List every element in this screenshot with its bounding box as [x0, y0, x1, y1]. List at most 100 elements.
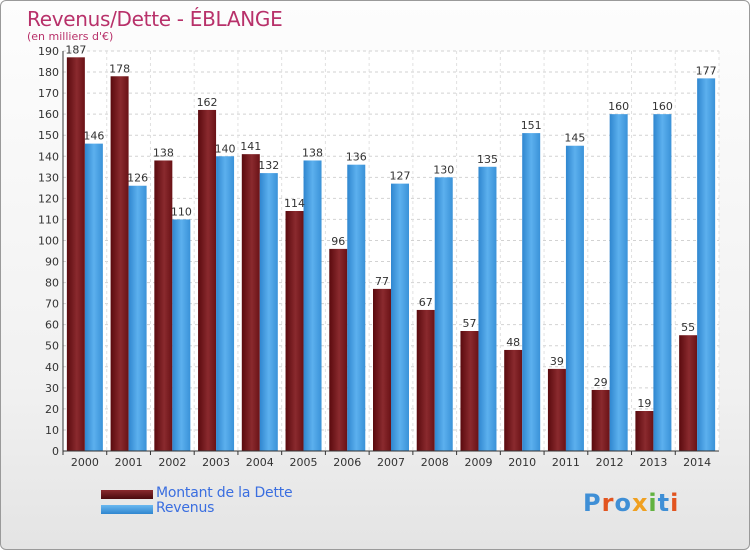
bar-revenue [609, 114, 628, 451]
bar-debt [66, 57, 85, 451]
data-label: 136 [346, 151, 367, 164]
data-label: 141 [240, 140, 261, 153]
data-label: 39 [550, 355, 564, 368]
logo-letter: r [601, 489, 615, 517]
bar-debt [241, 154, 260, 451]
data-label: 96 [331, 235, 345, 248]
bar-debt [416, 309, 435, 451]
bar-debt [285, 211, 304, 451]
data-label: 29 [594, 376, 608, 389]
data-label: 145 [564, 132, 585, 145]
y-tick-label: 70 [45, 298, 59, 311]
data-label: 132 [258, 159, 279, 172]
data-label: 55 [681, 321, 695, 334]
data-label: 151 [521, 119, 542, 132]
data-label: 19 [637, 397, 651, 410]
x-tick-label: 2007 [377, 456, 405, 469]
bar-revenue [391, 183, 409, 451]
data-label: 177 [696, 64, 717, 77]
bar-revenue [653, 114, 672, 451]
x-tick-label: 2006 [333, 456, 361, 469]
data-label: 146 [83, 130, 104, 143]
x-tick-label: 2002 [158, 456, 186, 469]
data-label: 48 [506, 336, 520, 349]
bar-debt [547, 368, 566, 451]
y-tick-label: 100 [38, 234, 59, 247]
bar-revenue [522, 133, 541, 451]
y-tick-label: 140 [38, 150, 59, 163]
bar-revenue [347, 164, 366, 451]
proxiti-logo: Proxiti [583, 489, 679, 517]
y-tick-label: 120 [38, 192, 59, 205]
data-label: 135 [477, 153, 498, 166]
logo-letter: P [583, 489, 602, 517]
y-tick-label: 40 [45, 361, 59, 374]
chart-title: Revenus/Dette - ÉBLANGE [27, 7, 283, 31]
data-label: 160 [652, 100, 673, 113]
data-label: 67 [419, 296, 433, 309]
x-tick-label: 2011 [552, 456, 580, 469]
x-tick-label: 2000 [71, 456, 99, 469]
x-tick-label: 2008 [421, 456, 449, 469]
data-label: 57 [462, 317, 476, 330]
x-tick-label: 2003 [202, 456, 230, 469]
data-label: 130 [433, 163, 454, 176]
y-tick-label: 60 [45, 319, 59, 332]
bar-revenue [303, 160, 322, 451]
bar-revenue [84, 143, 103, 451]
bar-debt [504, 349, 523, 451]
data-label: 127 [390, 170, 411, 183]
x-tick-label: 2009 [464, 456, 492, 469]
bar-debt [329, 248, 348, 451]
y-tick-label: 160 [38, 108, 59, 121]
bar-revenue [565, 145, 584, 451]
y-tick-label: 50 [45, 340, 59, 353]
legend-label-revenue: Revenus [156, 500, 215, 516]
data-label: 114 [284, 197, 305, 210]
legend-label-debt: Montant de la Dette [156, 485, 293, 501]
data-label: 77 [375, 275, 389, 288]
y-tick-label: 170 [38, 87, 59, 100]
logo-letter: o [614, 489, 632, 517]
y-tick-label: 130 [38, 171, 59, 184]
logo-letter: x [631, 489, 649, 517]
bar-revenue [216, 156, 235, 451]
y-tick-label: 110 [38, 213, 59, 226]
data-label: 160 [608, 100, 629, 113]
bar-debt [591, 389, 610, 451]
bar-debt [373, 288, 391, 451]
y-tick-label: 150 [38, 129, 59, 142]
logo-letter: i [648, 489, 658, 517]
data-label: 140 [215, 142, 236, 155]
y-tick-label: 20 [45, 403, 59, 416]
data-label: 187 [65, 43, 86, 56]
data-label: 138 [302, 146, 323, 159]
data-label: 178 [109, 62, 130, 75]
bar-revenue [697, 78, 716, 452]
y-tick-label: 30 [45, 382, 59, 395]
y-tick-label: 190 [38, 45, 59, 58]
logo-letter: i [670, 489, 680, 517]
bar-revenue [128, 185, 147, 451]
x-tick-label: 2013 [639, 456, 667, 469]
bar-debt [154, 160, 173, 451]
bar-debt [679, 335, 698, 451]
x-tick-label: 2010 [508, 456, 536, 469]
y-tick-label: 90 [45, 256, 59, 269]
bar-revenue [434, 177, 453, 451]
bar-revenue [172, 219, 191, 451]
legend-swatch-debt [101, 490, 153, 499]
data-label: 110 [171, 205, 192, 218]
x-tick-label: 2004 [246, 456, 274, 469]
bar-revenue [478, 166, 497, 451]
chart-subtitle: (en milliers d'€) [27, 30, 114, 43]
x-tick-label: 2014 [683, 456, 711, 469]
y-tick-label: 180 [38, 66, 59, 79]
bar-debt [198, 109, 217, 452]
x-tick-label: 2001 [115, 456, 143, 469]
legend-swatch-revenue [101, 505, 153, 514]
bar-debt [110, 76, 129, 452]
logo-letter: t [657, 489, 671, 517]
